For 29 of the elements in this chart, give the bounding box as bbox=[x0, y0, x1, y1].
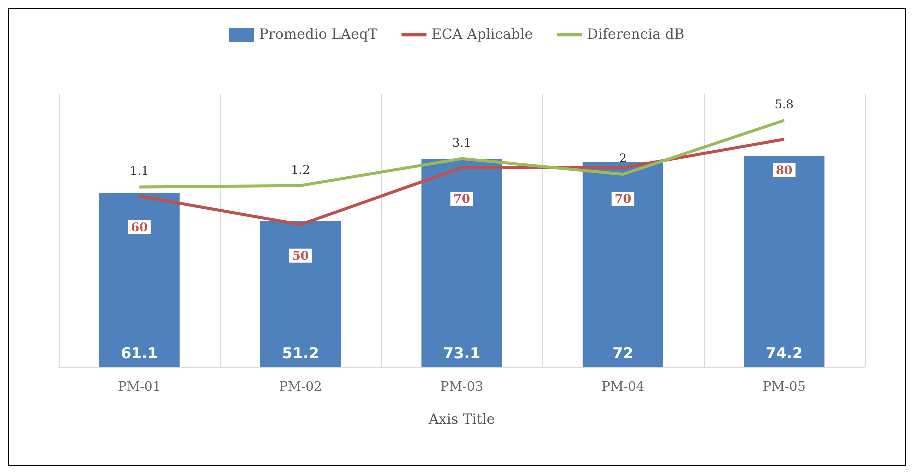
x-tick-label: PM-02 bbox=[279, 380, 322, 395]
x-tick-label: PM-05 bbox=[762, 380, 806, 395]
data-label: 70 bbox=[614, 192, 632, 206]
bar bbox=[422, 159, 502, 367]
data-label: 70 bbox=[454, 192, 470, 206]
data-label: 5.8 bbox=[774, 98, 794, 112]
bar bbox=[582, 162, 664, 367]
data-label: 1.1 bbox=[130, 164, 150, 178]
x-tick-label: PM-01 bbox=[118, 380, 162, 395]
bar bbox=[260, 221, 342, 367]
x-tick-label: PM-04 bbox=[602, 380, 645, 395]
data-label: 2 bbox=[619, 151, 628, 166]
data-label: 61.1 bbox=[121, 344, 158, 362]
data-label: 50 bbox=[292, 248, 310, 263]
data-label: 73.1 bbox=[443, 344, 481, 362]
data-label: 51.2 bbox=[282, 344, 320, 362]
data-label: 72 bbox=[612, 344, 634, 362]
bar bbox=[99, 193, 180, 367]
x-axis-title: Axis Title bbox=[428, 412, 496, 428]
x-tick-label: PM-03 bbox=[440, 380, 484, 395]
data-label: 1.2 bbox=[291, 162, 310, 177]
legend-label: Promedio LAeqT bbox=[259, 27, 378, 43]
legend-label: ECA Aplicable bbox=[432, 27, 534, 43]
data-label: 80 bbox=[776, 164, 793, 178]
data-label: 60 bbox=[131, 220, 148, 234]
legend-label: Diferencia dB bbox=[587, 27, 685, 43]
data-label: 3.1 bbox=[452, 136, 472, 150]
bar bbox=[744, 156, 825, 367]
data-label: 74.2 bbox=[766, 344, 803, 362]
